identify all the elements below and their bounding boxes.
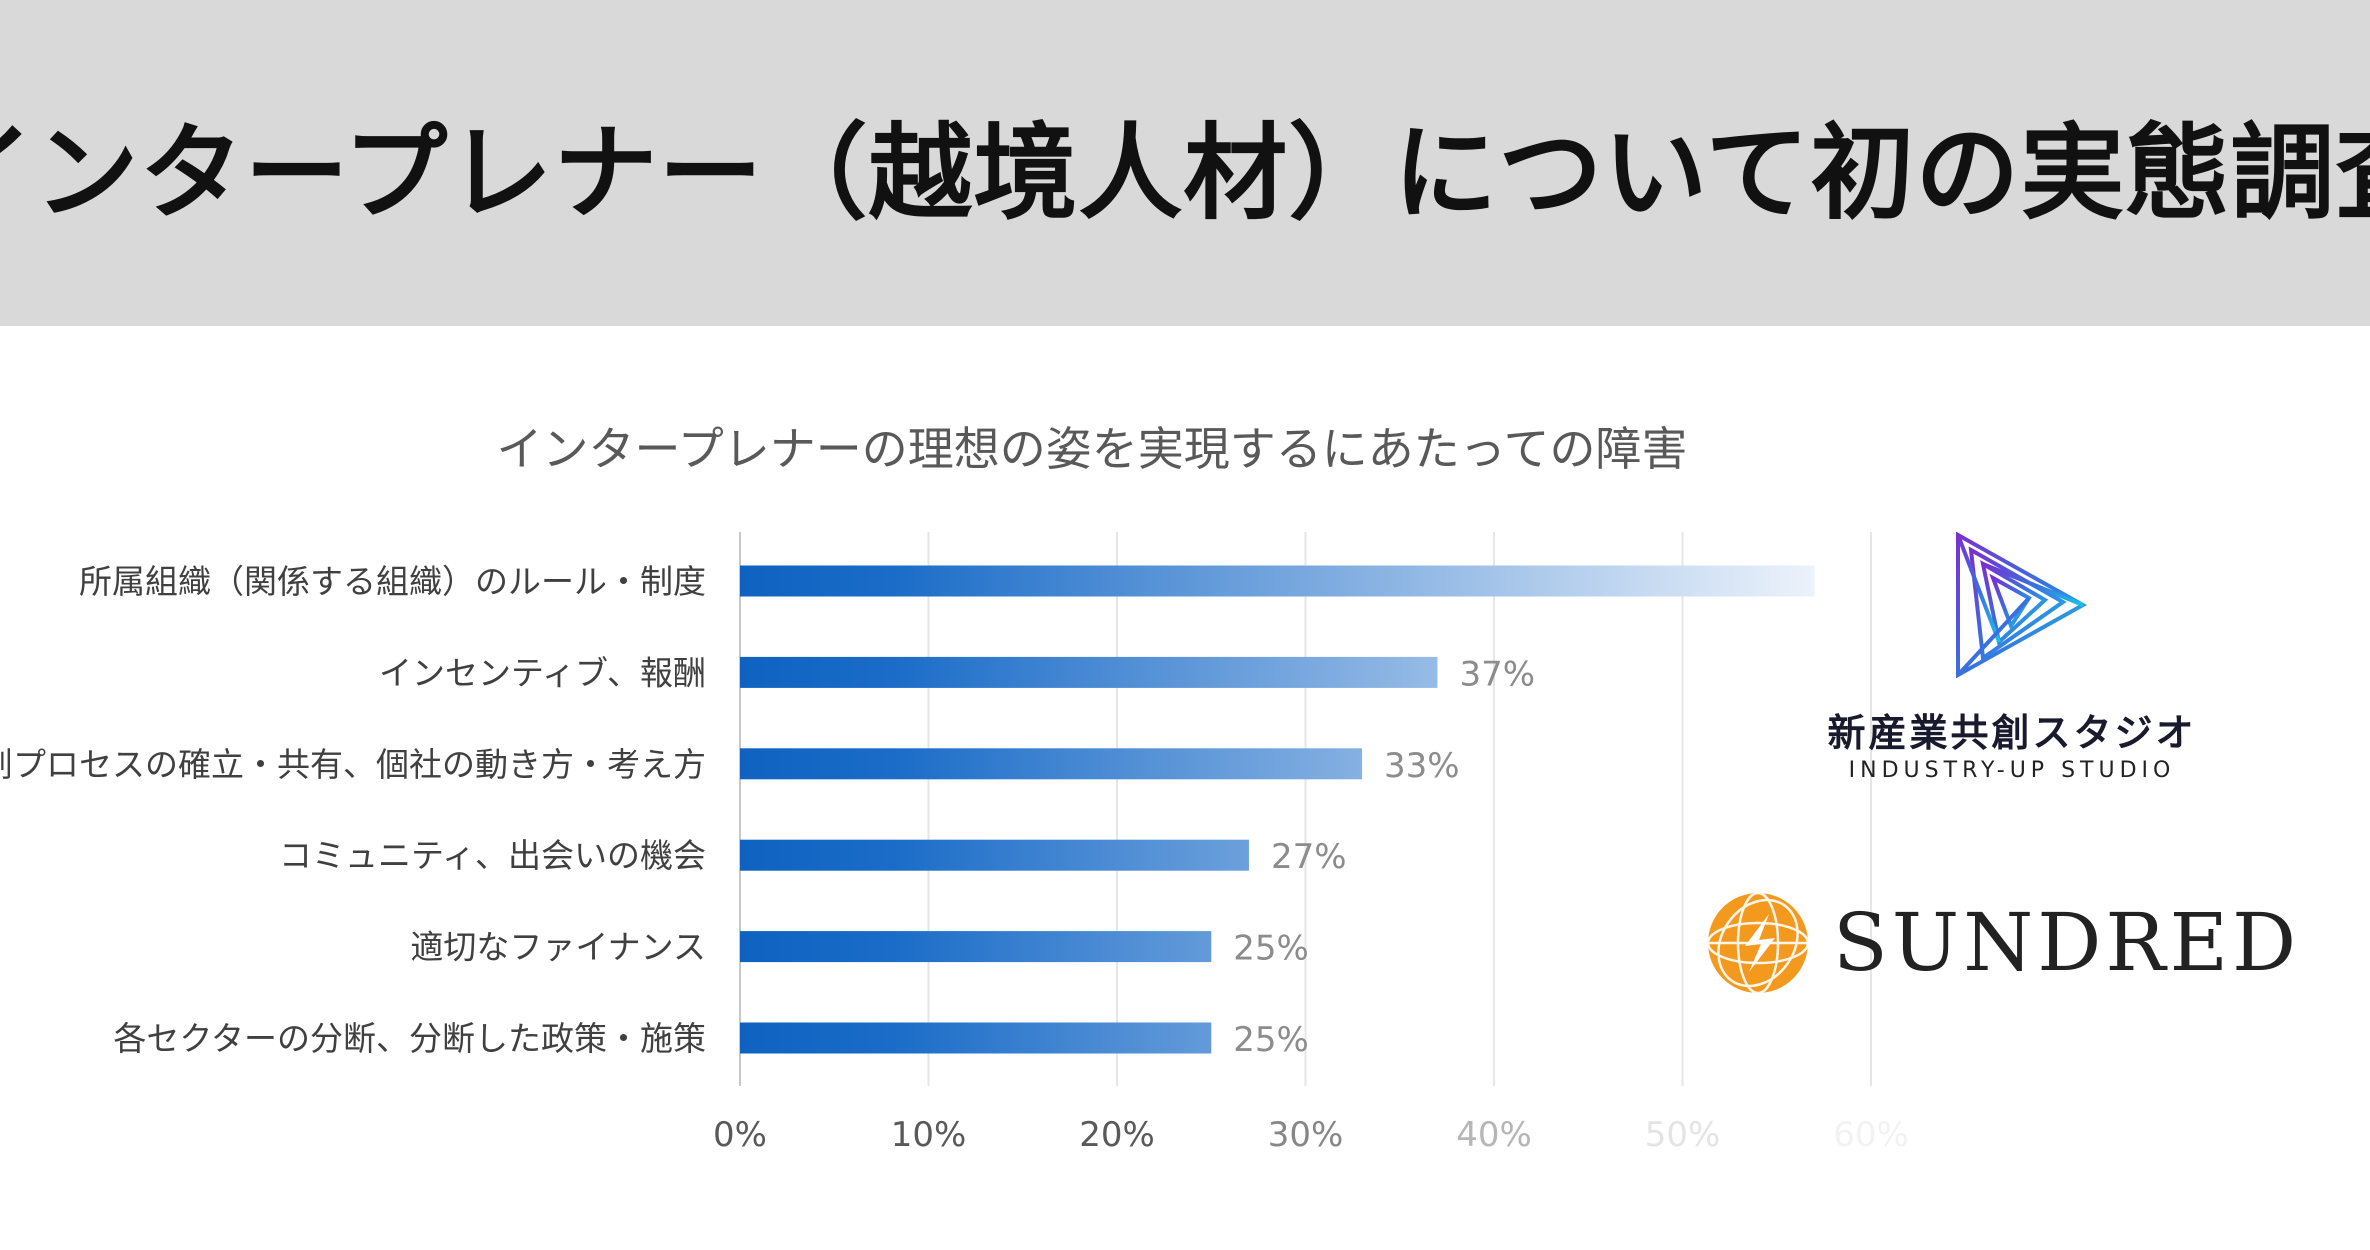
sundred-wordmark: SUNDRED bbox=[1833, 896, 2301, 989]
industry-up-studio-en: INDUSTRY-UP STUDIO bbox=[1848, 758, 2176, 783]
x-tick-label: 40% bbox=[1456, 1115, 1532, 1155]
x-tick-label: 0% bbox=[713, 1115, 767, 1155]
data-label: 33% bbox=[1384, 746, 1460, 786]
data-label: 25% bbox=[1233, 1020, 1309, 1060]
industry-up-studio-logo: 新産業共創スタジオ INDUSTRY-UP STUDIO bbox=[1812, 530, 2212, 790]
data-label: 25% bbox=[1233, 929, 1309, 969]
data-label: 37% bbox=[1459, 654, 1535, 694]
bar bbox=[740, 931, 1212, 963]
industry-up-studio-jp: 新産業共創スタジオ bbox=[1827, 711, 2197, 755]
x-tick-label: 10% bbox=[891, 1115, 967, 1155]
data-label: 27% bbox=[1271, 837, 1347, 877]
x-tick-label: 30% bbox=[1268, 1115, 1344, 1155]
x-tick-label: 20% bbox=[1079, 1115, 1155, 1155]
bar bbox=[740, 1022, 1212, 1054]
bar-chart: インタープレナーの理想の姿を実現するにあたっての障害 0% 10% 20% 30% 40… bbox=[0, 422, 1909, 1155]
x-tick-label: 50% bbox=[1645, 1115, 1721, 1155]
triangle-spiral-icon bbox=[1956, 531, 2088, 679]
bar bbox=[740, 565, 1815, 597]
category-label: コミュニティ、出会いの機会 bbox=[279, 836, 706, 875]
category-label: 適切なファイナンス bbox=[410, 928, 706, 967]
category-label: 各セクターの分断、分断した政策・施策 bbox=[113, 1019, 706, 1058]
header-banner: インタープレナー（越境人材）について初の実態調査 bbox=[0, 0, 2370, 326]
bars bbox=[740, 565, 1815, 1054]
bar bbox=[740, 839, 1249, 871]
page-title: インタープレナー（越境人材）について初の実態調査 bbox=[0, 111, 2370, 234]
grid-lines bbox=[739, 532, 1872, 1086]
sun-globe-icon bbox=[1706, 891, 1810, 995]
bar bbox=[740, 748, 1363, 780]
category-label: 共創プロセスの確立・共有、個社の動き方・考え方 bbox=[0, 745, 706, 784]
bar bbox=[740, 656, 1438, 688]
category-label: インセンティブ、報酬 bbox=[379, 653, 706, 692]
sundred-logo: SUNDRED bbox=[1705, 890, 2305, 1000]
chart-title: インタープレナーの理想の姿を実現するにあたっての障害 bbox=[497, 422, 1688, 476]
category-label: 所属組織（関係する組織）のルール・制度 bbox=[79, 562, 706, 601]
x-tick-label: 60% bbox=[1833, 1115, 1909, 1155]
labels: 0% 10% 20% 30% 40% 50% 60% 所属組織（関係する組織）のルール・制度イ… bbox=[0, 562, 1909, 1155]
